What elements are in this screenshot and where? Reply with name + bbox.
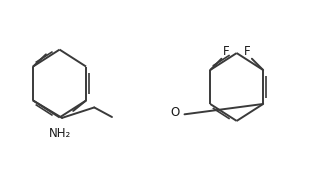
Text: O: O: [171, 106, 180, 119]
Text: F: F: [223, 45, 230, 58]
Text: F: F: [244, 45, 250, 58]
Text: NH₂: NH₂: [49, 127, 71, 140]
